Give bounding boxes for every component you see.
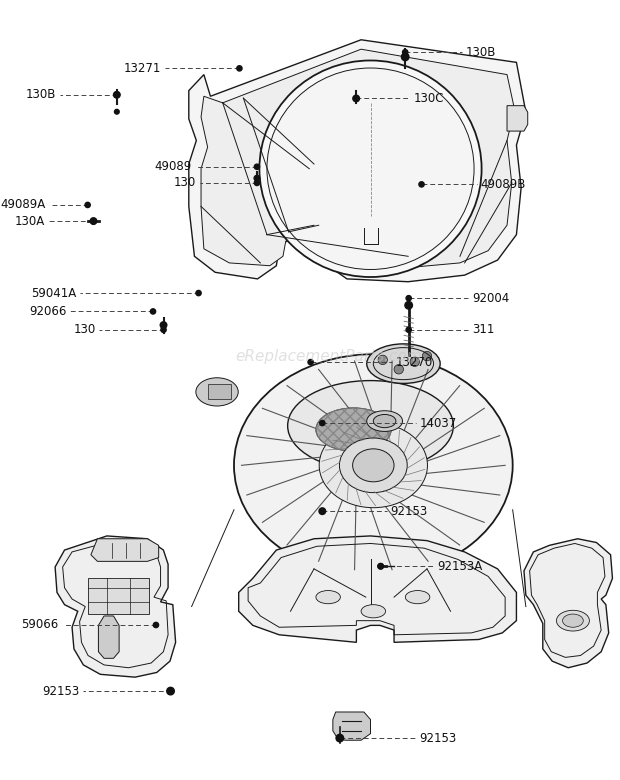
Text: 92153: 92153 xyxy=(42,685,79,697)
Circle shape xyxy=(308,360,313,365)
Text: 130B: 130B xyxy=(25,88,56,101)
Ellipse shape xyxy=(267,68,474,269)
Text: 311: 311 xyxy=(472,323,494,336)
Circle shape xyxy=(113,91,120,98)
Ellipse shape xyxy=(405,590,430,604)
Circle shape xyxy=(402,50,408,55)
Polygon shape xyxy=(524,539,613,668)
Text: 92004: 92004 xyxy=(472,292,509,305)
Polygon shape xyxy=(99,616,119,658)
Polygon shape xyxy=(333,712,371,740)
Circle shape xyxy=(254,176,260,181)
Circle shape xyxy=(167,687,174,695)
Text: 49089B: 49089B xyxy=(480,178,526,191)
Circle shape xyxy=(422,352,432,361)
Polygon shape xyxy=(91,539,159,562)
Ellipse shape xyxy=(319,423,427,508)
Circle shape xyxy=(254,164,260,169)
Polygon shape xyxy=(208,385,231,399)
Ellipse shape xyxy=(556,610,590,631)
Circle shape xyxy=(90,218,97,225)
Ellipse shape xyxy=(562,614,583,627)
Circle shape xyxy=(336,734,343,742)
Circle shape xyxy=(151,309,156,314)
Text: 130B: 130B xyxy=(466,46,497,58)
Circle shape xyxy=(168,689,173,693)
Circle shape xyxy=(254,180,260,186)
Ellipse shape xyxy=(288,381,453,471)
Text: 59041A: 59041A xyxy=(31,286,76,300)
Text: 130: 130 xyxy=(174,176,196,190)
Ellipse shape xyxy=(373,414,396,427)
Circle shape xyxy=(378,563,384,569)
Circle shape xyxy=(405,302,412,309)
Circle shape xyxy=(115,109,119,114)
Circle shape xyxy=(319,508,326,515)
Circle shape xyxy=(378,355,388,364)
Text: 49089A: 49089A xyxy=(0,198,45,211)
Circle shape xyxy=(378,564,383,569)
Ellipse shape xyxy=(316,590,340,604)
Text: 92153: 92153 xyxy=(420,732,457,745)
Text: 59066: 59066 xyxy=(22,619,59,632)
Text: 130C: 130C xyxy=(414,92,444,105)
Circle shape xyxy=(410,357,420,367)
Text: 130: 130 xyxy=(73,323,95,336)
Text: 92066: 92066 xyxy=(29,305,66,318)
Text: 13270: 13270 xyxy=(396,356,433,369)
Circle shape xyxy=(406,296,411,301)
Circle shape xyxy=(196,290,201,296)
Ellipse shape xyxy=(353,448,394,482)
Ellipse shape xyxy=(234,354,513,576)
Circle shape xyxy=(160,322,167,328)
Circle shape xyxy=(153,622,159,628)
Text: 13271: 13271 xyxy=(123,62,161,75)
Circle shape xyxy=(320,509,325,514)
Ellipse shape xyxy=(367,344,440,384)
Circle shape xyxy=(406,327,411,332)
Ellipse shape xyxy=(339,438,407,493)
Text: 92153: 92153 xyxy=(390,505,428,518)
Circle shape xyxy=(237,66,242,71)
Text: 49089: 49089 xyxy=(154,160,192,173)
Polygon shape xyxy=(201,49,515,268)
Text: 92153A: 92153A xyxy=(437,560,482,573)
Polygon shape xyxy=(55,536,175,677)
Circle shape xyxy=(353,95,360,101)
Circle shape xyxy=(353,96,359,101)
Ellipse shape xyxy=(367,411,402,431)
Polygon shape xyxy=(239,536,516,642)
Text: 14037: 14037 xyxy=(420,417,457,430)
Ellipse shape xyxy=(316,408,391,451)
Circle shape xyxy=(85,202,91,207)
Ellipse shape xyxy=(361,604,386,618)
Bar xyxy=(88,578,149,614)
Circle shape xyxy=(161,327,166,332)
Circle shape xyxy=(320,420,325,426)
Circle shape xyxy=(91,218,96,224)
Ellipse shape xyxy=(196,378,238,406)
Circle shape xyxy=(114,92,120,98)
Circle shape xyxy=(401,53,409,61)
Polygon shape xyxy=(507,105,528,131)
Circle shape xyxy=(394,364,404,374)
Text: 130A: 130A xyxy=(15,215,45,228)
Circle shape xyxy=(337,736,342,741)
Circle shape xyxy=(419,182,424,187)
Ellipse shape xyxy=(259,61,482,277)
Polygon shape xyxy=(189,40,526,282)
Text: eReplacementParts.com: eReplacementParts.com xyxy=(235,349,422,364)
